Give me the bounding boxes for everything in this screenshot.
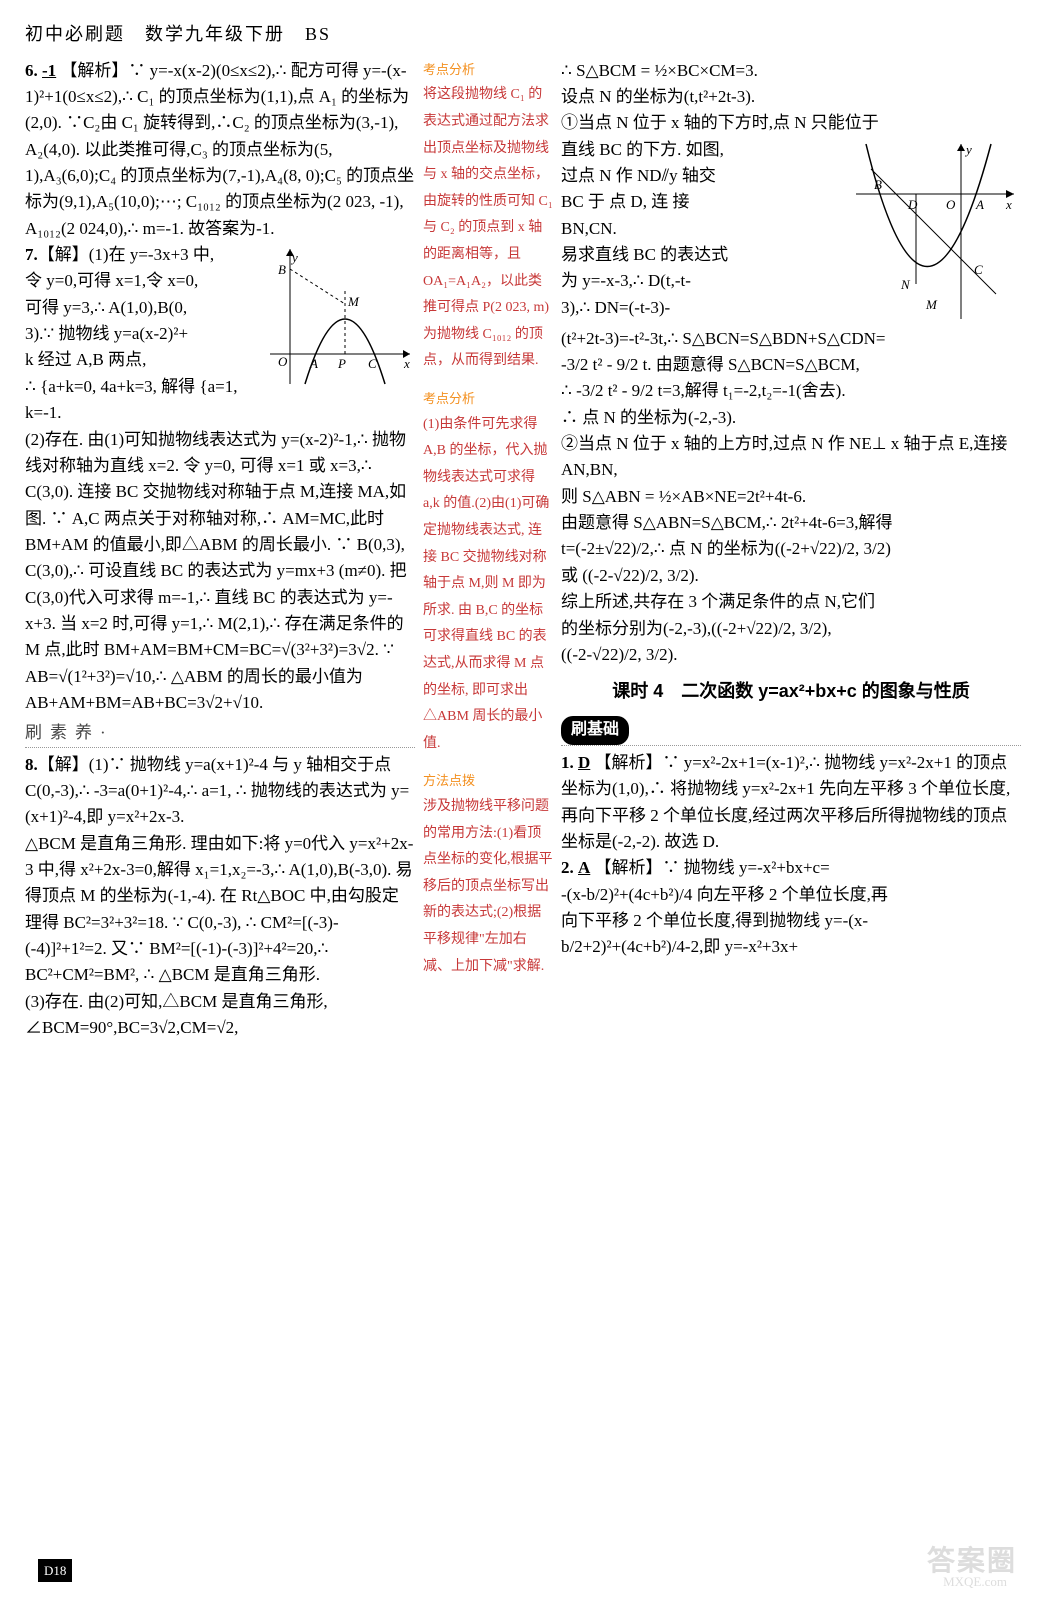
topic-header: 课时 4 二次函数 y=ax²+bx+c 的图象与性质 <box>561 678 1021 706</box>
q2d: b/2+2)²+(4c+b²)/4-2,即 y=-x²+3x+ <box>561 934 1021 960</box>
q1-tag: 【解析】 <box>595 753 663 772</box>
svg-text:y: y <box>964 142 972 157</box>
summary: 综上所述,共存在 3 个满足条件的点 N,它们 <box>561 589 1021 615</box>
watermark-sub: MXQE.com <box>943 1571 1007 1592</box>
anno1-title: 考点分析 <box>423 58 553 83</box>
svg-text:B: B <box>278 262 286 277</box>
q6-block: 6. -1 【解析】∵ y=-x(x-2)(0≤x≤2),∴ 配方可得 y=-(… <box>25 58 415 242</box>
q7-1c: 可得 y=3,∴ A(1,0),B(0, <box>25 298 187 317</box>
svg-text:A: A <box>309 356 318 371</box>
case2or: 或 ((-2-√22)/2, 3/2). <box>561 563 1021 589</box>
anno3-text: 涉及抛物线平移问题的常用方法:(1)看顶点坐标的变化,根据平移后的顶点坐标写出新… <box>423 794 553 980</box>
svg-text:O: O <box>278 354 288 369</box>
svg-text:C: C <box>368 356 377 371</box>
q7-1d: 3).∵ 抛物线 y=a(x-2)²+ <box>25 324 188 343</box>
q6-tag: 【解析】 <box>60 61 128 80</box>
q8-part3: (3)存在. 由(2)可知,△BCM 是直角三角形, ∠BCM=90°,BC=3… <box>25 989 415 1042</box>
case1solve: ∴ -3/2 t² - 9/2 t=3,解得 t₁=-2,t₂=-1(舍去). <box>561 378 1021 404</box>
q1-ans: D <box>578 753 590 772</box>
q7-part2: (2)存在. 由(1)可知抛物线表达式为 y=(x-2)²-1,∴ 抛物线对称轴… <box>25 427 415 717</box>
q2-ans: A <box>578 858 590 877</box>
q6-answer: -1 <box>42 61 56 80</box>
svg-text:O: O <box>946 197 956 212</box>
svg-text:C: C <box>974 262 983 277</box>
q7-num: 7. <box>25 245 38 264</box>
svg-text:x: x <box>1005 197 1012 212</box>
case2t: t=(-2±√22)/2,∴ 点 N 的坐标为((-2+√22)/2, 3/2) <box>561 536 1021 562</box>
summary2: 的坐标分别为(-2,-3),((-2+√22)/2, 3/2), <box>561 616 1021 642</box>
anno2-text: (1)由条件可先求得 A,B 的坐标，代入抛物线表达式可求得 a,k 的值.(2… <box>423 412 553 758</box>
case2eq: 由题意得 S△ABN=S△BCM,∴ 2t²+4t-6=3,解得 <box>561 510 1021 536</box>
q7-1b: 令 y=0,可得 x=1,令 x=0, <box>25 271 198 290</box>
q7-1e: k 经过 A,B 两点, <box>25 350 146 369</box>
summary3: ((-2-√22)/2, 3/2). <box>561 642 1021 668</box>
page-header: 初中必刷题 数学九年级下册 BS <box>25 20 1022 50</box>
anno3-title: 方法点拨 <box>423 769 553 794</box>
case2s: 则 S△ABN = ½×AB×NE=2t²+4t-6. <box>561 484 1021 510</box>
anno1-text: 将这段抛物线 C₁ 的表达式通过配方法求出顶点坐标及抛物线与 x 轴的交点坐标，… <box>423 82 553 375</box>
q8-tag: 【解】 <box>38 755 89 774</box>
svg-text:M: M <box>925 297 938 312</box>
svg-text:M: M <box>347 294 360 309</box>
q8-num: 8. <box>25 755 38 774</box>
anno2-title: 考点分析 <box>423 387 553 412</box>
q2-tag: 【解析】 <box>595 858 663 877</box>
svg-text:y: y <box>290 250 298 265</box>
right-column: ∴ S△BCM = ½×BC×CM=3. 设点 N 的坐标为(t,t²+2t-3… <box>561 58 1021 1042</box>
q6-num: 6. <box>25 61 38 80</box>
svg-text:x: x <box>403 356 410 371</box>
jichu-row: 刷基础 <box>561 716 1021 746</box>
q2b: -(x-b/2)²+(4c+b²)/4 向左平移 2 个单位长度,再 <box>561 882 1021 908</box>
q2-block: 2. A 【解析】∵ 抛物线 y=-x²+bx+c= -(x-b/2)²+(4c… <box>561 855 1021 960</box>
case2: ②当点 N 位于 x 轴的上方时,过点 N 作 NE⊥ x 轴于点 E,连接 A… <box>561 431 1021 484</box>
svg-text:D: D <box>907 197 918 212</box>
right-figure: x y B D O A C M N <box>846 139 1021 324</box>
case1a: ①当点 N 位于 x 轴的下方时,点 N 只能位于 <box>561 110 1021 136</box>
q7-1a: (1)在 y=-3x+3 中, <box>89 245 214 264</box>
s-area: ∴ S△BCM = ½×BC×CM=3. <box>561 58 1021 84</box>
svg-text:N: N <box>900 277 911 292</box>
q8-part2: △BCM 是直角三角形. 理由如下:将 y=0代入 y=x²+2x-3 中,得 … <box>25 831 415 989</box>
q7-figure: y x O B M A P C <box>260 244 415 389</box>
q2-num: 2. <box>561 858 574 877</box>
svg-text:B: B <box>874 177 882 192</box>
left-column: 6. -1 【解析】∵ y=-x(x-2)(0≤x≤2),∴ 配方可得 y=-(… <box>25 58 415 1042</box>
q2c: 向下平移 2 个单位长度,得到抛物线 y=-(x- <box>561 908 1021 934</box>
q8-block: 8.【解】(1)∵ 抛物线 y=a(x+1)²-4 与 y 轴相交于点 C(0,… <box>25 752 415 1042</box>
page-number: D18 <box>38 1559 72 1582</box>
q6-text: ∵ y=-x(x-2)(0≤x≤2),∴ 配方可得 y=-(x-1)²+1(0≤… <box>25 61 414 238</box>
q7-block: y x O B M A P C 7.【解】(1)在 y=-3x+3 中, 令 y… <box>25 242 415 716</box>
set-n: 设点 N 的坐标为(t,t²+2t-3). <box>561 84 1021 110</box>
case1res: ∴ 点 N 的坐标为(-2,-3). <box>561 405 1021 431</box>
suyang-label: 刷素养· <box>25 720 415 747</box>
case1tx: (t²+2t-3)=-t²-3t,∴ S△BCN=S△BDN+S△CDN= <box>561 326 1021 352</box>
jichu-badge: 刷基础 <box>561 716 629 745</box>
svg-text:P: P <box>337 356 346 371</box>
q7-tag: 【解】 <box>38 245 89 264</box>
annotation-column: 考点分析 将这段抛物线 C₁ 的表达式通过配方法求出顶点坐标及抛物线与 x 轴的… <box>423 58 553 1042</box>
case1eq: -3/2 t² - 9/2 t. 由题意得 S△BCN=S△BCM, <box>561 352 1021 378</box>
q1-block: 1. D 【解析】∵ y=x²-2x+1=(x-1)²,∴ 抛物线 y=x²-2… <box>561 750 1021 855</box>
q1-num: 1. <box>561 753 574 772</box>
q2a: ∵ 抛物线 y=-x²+bx+c= <box>663 858 830 877</box>
svg-text:A: A <box>975 197 984 212</box>
